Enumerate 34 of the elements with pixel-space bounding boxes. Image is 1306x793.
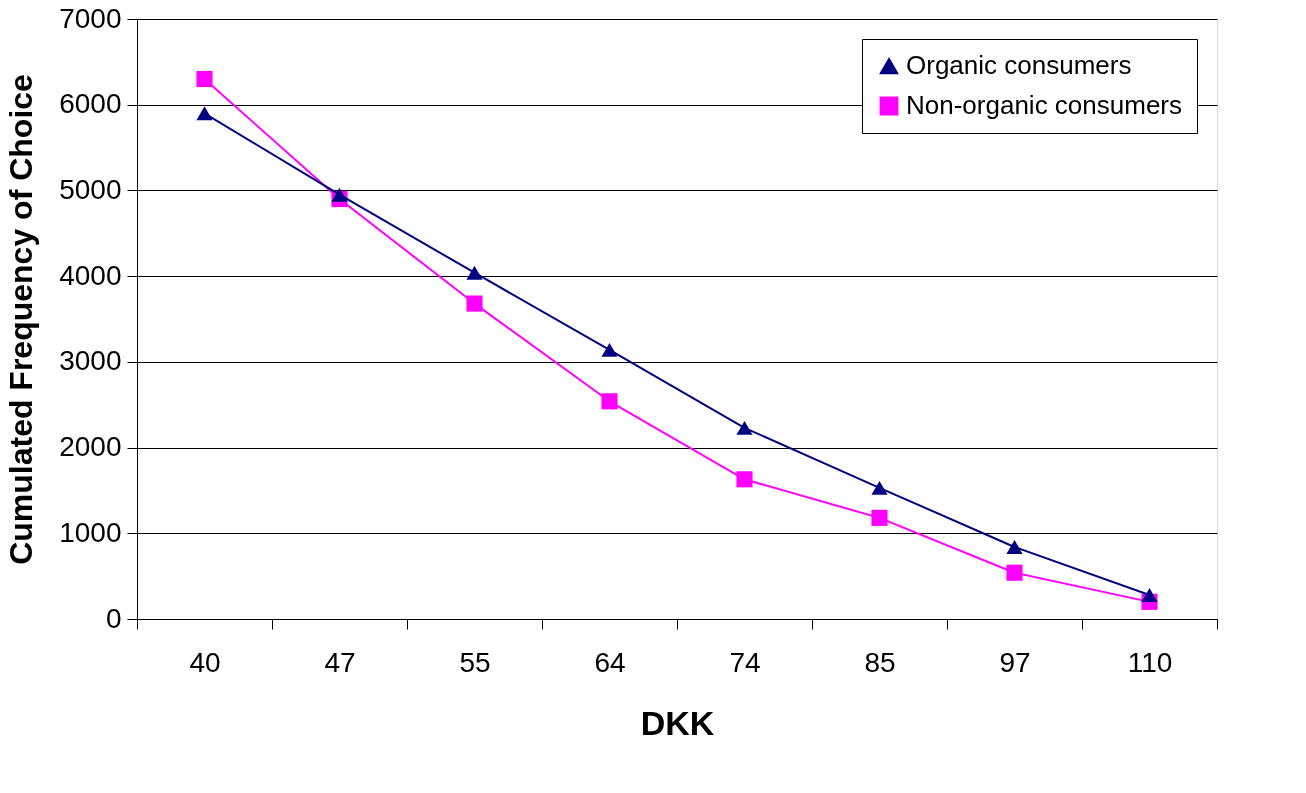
point [736,420,753,435]
x-tick-label: 40 [189,646,221,678]
x-axis-title: DKK [640,703,715,742]
point [601,393,618,410]
point [196,106,213,121]
point [736,471,753,488]
y-tick-label: 3000 [59,345,122,377]
x-tick-label: 64 [594,646,626,678]
x-tick-label: 55 [459,646,491,678]
y-tick-label: 7000 [59,2,122,34]
point [196,70,213,88]
y-tick-label: 1000 [59,516,122,548]
point [871,480,888,495]
point [1006,540,1023,554]
legend-label: Organic consumers [906,50,1132,80]
point [331,187,348,202]
y-tick-label: 5000 [59,173,122,205]
point [466,265,483,280]
y-tick-label: 0 [105,602,122,634]
y-tick-label: 2000 [59,431,122,463]
point [1141,588,1158,602]
x-tick-label: 85 [864,646,896,678]
x-tick-label: 97 [999,646,1031,678]
point [871,509,888,526]
point [601,342,618,357]
y-tick-label: 6000 [59,88,122,120]
legend-label: Non-organic consumers [906,90,1183,120]
point [466,295,483,312]
x-tick-label: 47 [324,646,356,678]
x-tick-label: 74 [729,646,761,678]
x-tick-label: 110 [1127,646,1173,678]
point [1006,564,1023,581]
y-axis-title: Cumulated Frequency of Choice [3,74,40,565]
y-tick-label: 4000 [59,259,122,291]
